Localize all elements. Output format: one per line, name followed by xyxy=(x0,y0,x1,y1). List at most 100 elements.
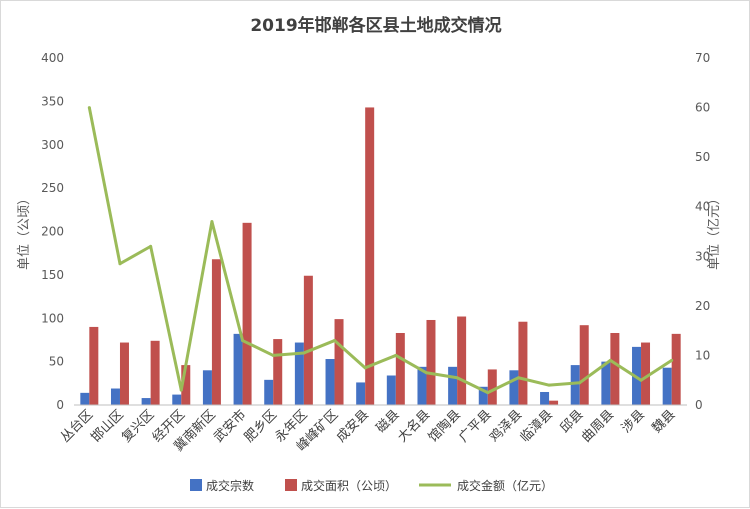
line-point-deal-amount xyxy=(333,339,337,343)
bar-deal-count xyxy=(509,370,519,405)
line-point-deal-amount xyxy=(118,262,122,266)
category-label: 大名县 xyxy=(394,407,433,446)
right-axis-tick-label: 70 xyxy=(695,51,710,65)
bar-deal-count xyxy=(356,382,366,405)
left-axis-tick-label: 250 xyxy=(41,181,64,195)
category-label: 邯山区 xyxy=(89,407,127,445)
bar-deal-count xyxy=(386,375,396,405)
bar-deal-area xyxy=(426,319,436,405)
bar-deal-area xyxy=(303,275,313,405)
right-axis-tick-label: 0 xyxy=(695,398,703,412)
bar-deal-count xyxy=(478,386,488,405)
bar-deal-count xyxy=(417,366,427,405)
line-point-deal-amount xyxy=(578,381,582,385)
legend-swatch-deal-count xyxy=(190,479,202,491)
right-axis-title: 单位（亿元） xyxy=(707,192,722,270)
category-label: 曲周县 xyxy=(579,407,617,445)
line-point-deal-amount xyxy=(670,358,674,362)
right-axis-tick-label: 40 xyxy=(695,200,710,214)
right-axis-tick-label: 60 xyxy=(695,101,710,115)
line-point-deal-amount xyxy=(639,378,643,382)
line-point-deal-amount xyxy=(516,376,520,380)
bar-deal-area xyxy=(395,332,405,405)
line-layer xyxy=(87,106,674,395)
category-label: 肥乡区 xyxy=(242,407,280,445)
bar-deal-count xyxy=(662,367,672,405)
left-axis-tick-label: 100 xyxy=(41,311,64,325)
category-label: 临漳县 xyxy=(517,407,556,446)
line-point-deal-amount xyxy=(241,339,245,343)
bar-deal-count xyxy=(110,388,120,405)
bar-deal-count xyxy=(172,394,182,405)
bar-deal-area xyxy=(671,333,681,405)
bar-deal-count xyxy=(264,379,274,405)
legend-label: 成交面积（公顷） xyxy=(301,478,397,493)
bar-deal-count xyxy=(570,365,580,405)
bar-deal-area xyxy=(89,326,99,405)
bar-deal-count xyxy=(325,359,335,405)
bar-deal-area xyxy=(549,400,559,405)
right-axis-tick-label: 50 xyxy=(695,150,710,164)
bar-deal-area xyxy=(610,332,620,405)
legend-swatch-deal-area xyxy=(285,479,297,491)
category-label: 馆陶县 xyxy=(425,407,464,446)
bar-deal-count xyxy=(202,370,212,405)
bar-deal-area xyxy=(579,325,589,405)
category-label: 成安县 xyxy=(334,407,372,445)
left-axis-tick-label: 300 xyxy=(41,138,64,152)
right-axis-tick-label: 20 xyxy=(695,299,710,313)
line-point-deal-amount xyxy=(302,351,306,355)
bar-deal-area xyxy=(518,321,528,405)
line-point-deal-amount xyxy=(149,244,153,248)
bar-deal-area xyxy=(242,222,252,405)
category-label: 鸡泽县 xyxy=(486,407,525,446)
bar-deal-area xyxy=(211,259,221,405)
line-point-deal-amount xyxy=(179,388,183,392)
right-axis-tick-label: 10 xyxy=(695,348,710,362)
line-deal-amount xyxy=(87,107,673,395)
line-point-deal-amount xyxy=(271,353,275,357)
category-label: 丛台区 xyxy=(58,407,96,445)
line-point-deal-amount xyxy=(210,220,214,224)
bar-deal-area xyxy=(150,340,160,405)
category-label: 魏县 xyxy=(650,407,679,436)
bar-deal-area xyxy=(181,365,191,405)
line-point-deal-amount xyxy=(424,371,428,375)
left-axis-tick-label: 50 xyxy=(49,355,64,369)
bar-deal-count xyxy=(80,392,90,405)
legend: 成交宗数 成交面积（公顷） 成交金额（亿元） xyxy=(190,478,553,493)
legend-label: 成交金额（亿元） xyxy=(457,478,553,493)
left-axis-tick-label: 350 xyxy=(41,94,64,108)
bar-deal-count xyxy=(448,366,458,405)
left-axis-tick-label: 400 xyxy=(41,51,64,65)
line-point-deal-amount xyxy=(608,358,612,362)
left-axis-title: 单位（公顷） xyxy=(17,192,32,270)
bar-deal-area xyxy=(334,319,344,405)
bar-deal-count xyxy=(294,342,304,405)
left-axis-tick-label: 150 xyxy=(41,268,64,282)
bar-deal-area xyxy=(487,369,497,405)
legend-label: 成交宗数 xyxy=(206,478,254,493)
bar-deal-count xyxy=(540,391,550,405)
line-point-deal-amount xyxy=(455,376,459,380)
line-point-deal-amount xyxy=(547,383,551,387)
bar-deal-count xyxy=(233,333,243,405)
bar-deal-area xyxy=(457,316,467,405)
left-axis-tick-label: 0 xyxy=(56,398,64,412)
chart-title: 2019年邯郸各区县土地成交情况 xyxy=(250,15,501,36)
right-axis-tick-label: 30 xyxy=(695,249,710,263)
category-label: 复兴区 xyxy=(119,407,157,445)
bar-deal-area xyxy=(365,107,375,405)
line-point-deal-amount xyxy=(87,106,91,110)
bar-deal-area xyxy=(273,339,283,405)
bar-deal-area xyxy=(641,342,651,405)
category-label: 武安市 xyxy=(211,407,250,446)
bar-deal-count xyxy=(601,361,611,405)
category-label: 涉县 xyxy=(619,407,648,436)
bar-deal-area xyxy=(119,342,129,405)
bar-deal-count xyxy=(141,398,151,405)
line-point-deal-amount xyxy=(486,391,490,395)
category-label: 广平县 xyxy=(456,407,494,445)
